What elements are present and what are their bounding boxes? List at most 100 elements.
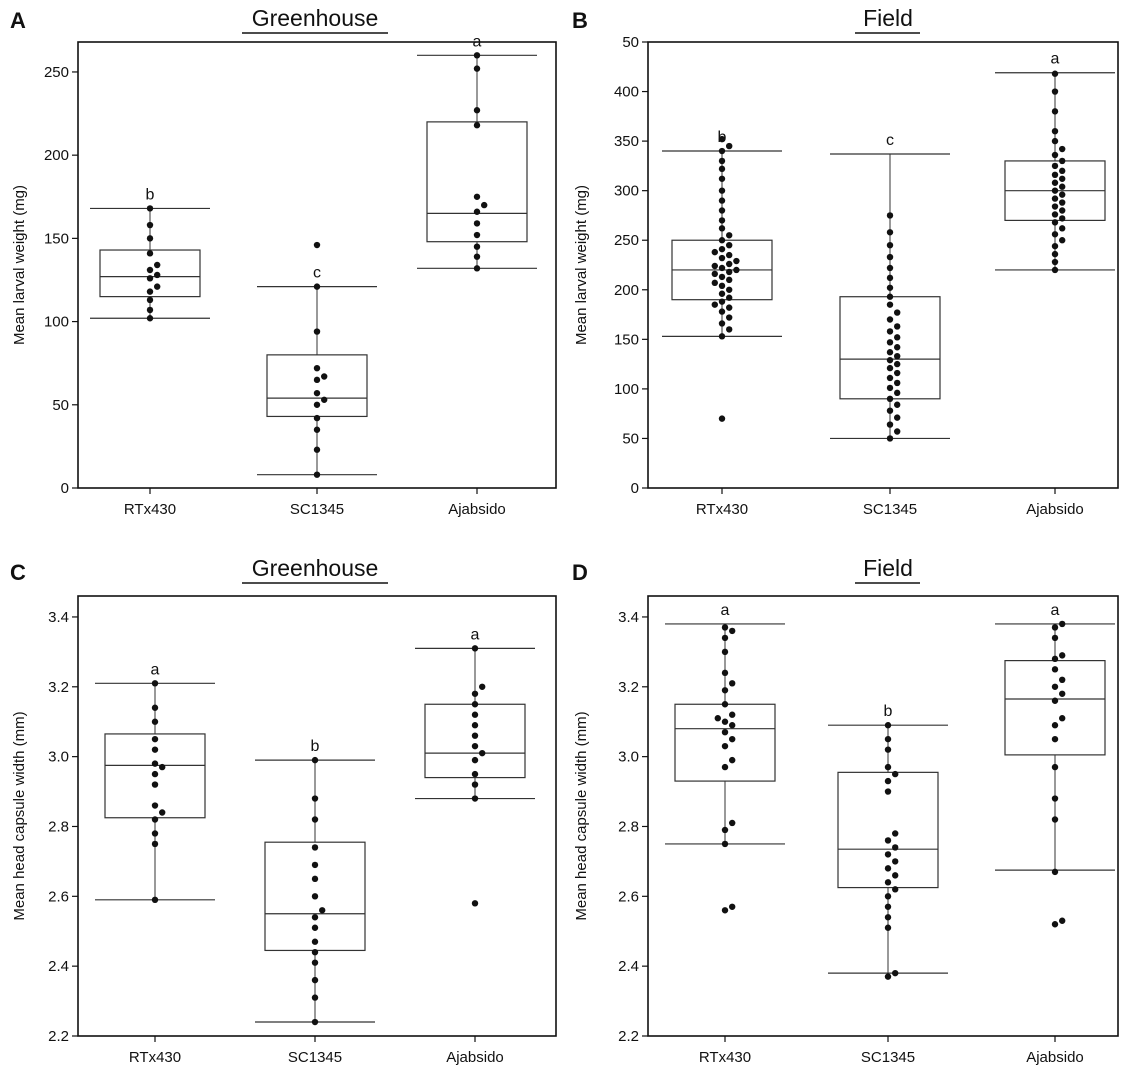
data-point xyxy=(151,760,159,767)
data-point xyxy=(718,273,726,281)
y-tick-label: 300 xyxy=(614,183,639,200)
data-point xyxy=(151,840,159,848)
significance-letter: a xyxy=(473,33,482,50)
y-tick-label: 0 xyxy=(631,480,639,497)
data-point xyxy=(151,718,159,725)
data-point xyxy=(894,428,901,435)
data-point xyxy=(1051,816,1059,823)
data-point xyxy=(1051,763,1059,771)
data-point xyxy=(721,669,729,677)
y-tick-label: 2.8 xyxy=(48,818,69,835)
data-point xyxy=(473,253,481,260)
data-point xyxy=(1051,697,1059,704)
data-point xyxy=(884,973,892,980)
data-point xyxy=(1059,676,1066,684)
data-point xyxy=(1051,735,1059,743)
data-point xyxy=(313,283,321,290)
x-category-label: SC1345 xyxy=(863,501,917,518)
data-point xyxy=(892,969,899,977)
data-point xyxy=(1051,242,1059,250)
y-tick-label: 3.4 xyxy=(618,609,639,626)
data-point xyxy=(1059,917,1066,924)
data-point xyxy=(718,415,726,422)
data-point xyxy=(729,627,736,635)
data-point xyxy=(311,1018,319,1026)
y-tick-label: 2.4 xyxy=(48,958,69,975)
data-point xyxy=(894,352,901,360)
data-point xyxy=(892,770,899,778)
data-point xyxy=(311,938,319,945)
data-point xyxy=(473,65,481,72)
panel-letter: D xyxy=(572,560,588,585)
panel-letter: A xyxy=(10,8,26,33)
data-point xyxy=(321,373,328,380)
data-point xyxy=(884,893,892,900)
data-point xyxy=(473,52,481,59)
data-point xyxy=(321,396,328,403)
data-point xyxy=(726,241,733,249)
data-point xyxy=(718,320,726,327)
data-point xyxy=(892,858,899,865)
data-point xyxy=(892,830,899,837)
data-point xyxy=(311,959,319,966)
data-point xyxy=(1051,655,1059,663)
x-category-label: Ajabsido xyxy=(446,1049,504,1066)
data-point xyxy=(311,994,319,1001)
data-point xyxy=(729,819,736,827)
data-point xyxy=(311,861,319,869)
data-point xyxy=(311,914,319,921)
data-point xyxy=(1051,624,1059,631)
data-point xyxy=(718,254,726,262)
data-point xyxy=(151,735,159,743)
data-point xyxy=(471,795,479,802)
data-point xyxy=(718,135,726,143)
data-point xyxy=(718,217,726,224)
data-point xyxy=(313,241,321,249)
data-point xyxy=(726,286,733,293)
y-tick-label: 3.0 xyxy=(48,749,69,766)
data-point xyxy=(718,282,726,290)
data-point xyxy=(151,704,159,711)
data-point xyxy=(146,221,154,229)
data-point xyxy=(479,683,486,690)
box-sc1345: SC1345 b xyxy=(828,703,948,1066)
data-point xyxy=(721,701,729,708)
data-point xyxy=(884,837,892,844)
data-point xyxy=(718,157,726,165)
data-point xyxy=(473,193,481,200)
data-point xyxy=(146,250,154,257)
y-tick-label: 3.0 xyxy=(618,749,639,766)
y-tick-label: 3.2 xyxy=(618,679,639,696)
data-point xyxy=(146,306,154,314)
y-tick-label: 100 xyxy=(44,314,69,331)
panel-a: A Greenhouse 0 50 100 150 200 250 Mean larval we… xyxy=(10,5,557,518)
panel-b: B Field 0 50 100 150 200 250 300 350 400 50 Mean lar… xyxy=(572,5,1119,518)
data-point xyxy=(1051,108,1059,115)
significance-letter: a xyxy=(1051,602,1060,619)
y-tick-label: 2.2 xyxy=(618,1028,639,1045)
significance-letter: a xyxy=(721,602,730,619)
significance-letter: c xyxy=(313,265,321,282)
data-point xyxy=(1051,128,1059,135)
data-point xyxy=(718,333,726,340)
data-point xyxy=(1051,187,1059,194)
data-point xyxy=(894,379,901,387)
data-point xyxy=(894,389,901,397)
data-point xyxy=(1059,215,1066,222)
data-point xyxy=(729,722,736,729)
data-point xyxy=(886,339,894,346)
data-point xyxy=(151,816,159,823)
data-point xyxy=(711,270,718,278)
data-point xyxy=(1051,266,1059,274)
significance-letter: c xyxy=(886,132,894,149)
data-point xyxy=(146,315,154,322)
data-point xyxy=(894,414,901,421)
data-point xyxy=(311,976,319,984)
significance-letter: b xyxy=(311,738,320,755)
data-point xyxy=(718,187,726,194)
data-point xyxy=(313,389,321,397)
data-point xyxy=(884,914,892,921)
data-point xyxy=(1051,70,1059,77)
data-point xyxy=(711,262,718,270)
y-tick-label: 2.8 xyxy=(618,818,639,835)
